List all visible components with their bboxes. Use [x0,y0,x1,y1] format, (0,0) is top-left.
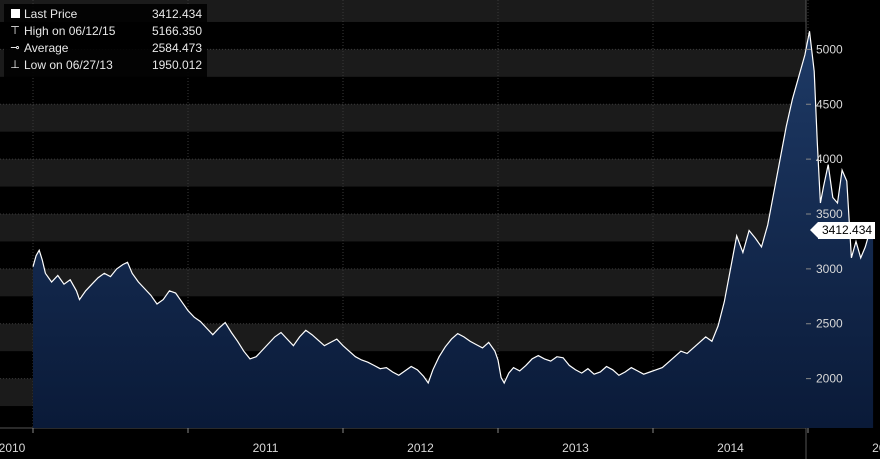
high-marker-icon: ⊤ [10,25,20,37]
x-tick-label: 2013 [562,441,589,455]
price-line [32,31,874,385]
legend-low-label: Low on 06/27/13 [24,58,113,72]
legend-average-label: Average [24,41,69,55]
legend-high-value: 5166.350 [151,24,202,38]
y-tick-label: 4500 [816,97,843,111]
legend-low-value: 1950.012 [151,58,202,72]
legend-low: ⊥ Low on 06/27/13 1950.012 [4,57,207,73]
last-price-tag: 3412.434 [818,222,876,239]
background-band [0,104,806,132]
average-marker-icon: ⊸ [10,42,20,54]
x-tick-label: 2012 [407,441,434,455]
background-band [0,214,806,242]
background-bands [0,0,806,407]
legend-average: ⊸ Average 2584.473 [4,40,207,56]
background-band [0,159,806,187]
y-tick-label: 5000 [816,42,843,56]
y-tick-label: 3500 [816,207,843,221]
low-marker-icon: ⊥ [10,59,20,71]
last-price-pointer-icon [810,222,818,238]
legend-last-price: Last Price 3412.434 [4,6,207,22]
y-tick-label: 3000 [816,262,843,276]
legend-average-value: 2584.473 [151,41,202,55]
legend-high-label: High on 06/12/15 [24,24,116,38]
square-icon [8,6,22,23]
legend-last-price-label: Last Price [24,7,78,21]
x-tick-label: 2010 [0,441,26,455]
x-axis: 2010 2011 2012 2013 2014 2015 [0,428,880,455]
x-tick-label: 2014 [717,441,744,455]
y-axis: 2000 2500 3000 3500 4000 4500 5000 [806,42,843,386]
price-area [33,31,874,428]
legend-last-price-value: 3412.434 [151,7,202,21]
x-tick-label: 2015 [872,441,880,455]
y-tick-label: 2000 [816,372,843,386]
y-tick-label: 4000 [816,152,843,166]
x-tick-label: 2011 [253,441,279,455]
legend-high: ⊤ High on 06/12/15 5166.350 [4,23,207,39]
y-tick-label: 2500 [816,317,843,331]
legend: Last Price 3412.434 ⊤ High on 06/12/15 5… [4,4,207,78]
